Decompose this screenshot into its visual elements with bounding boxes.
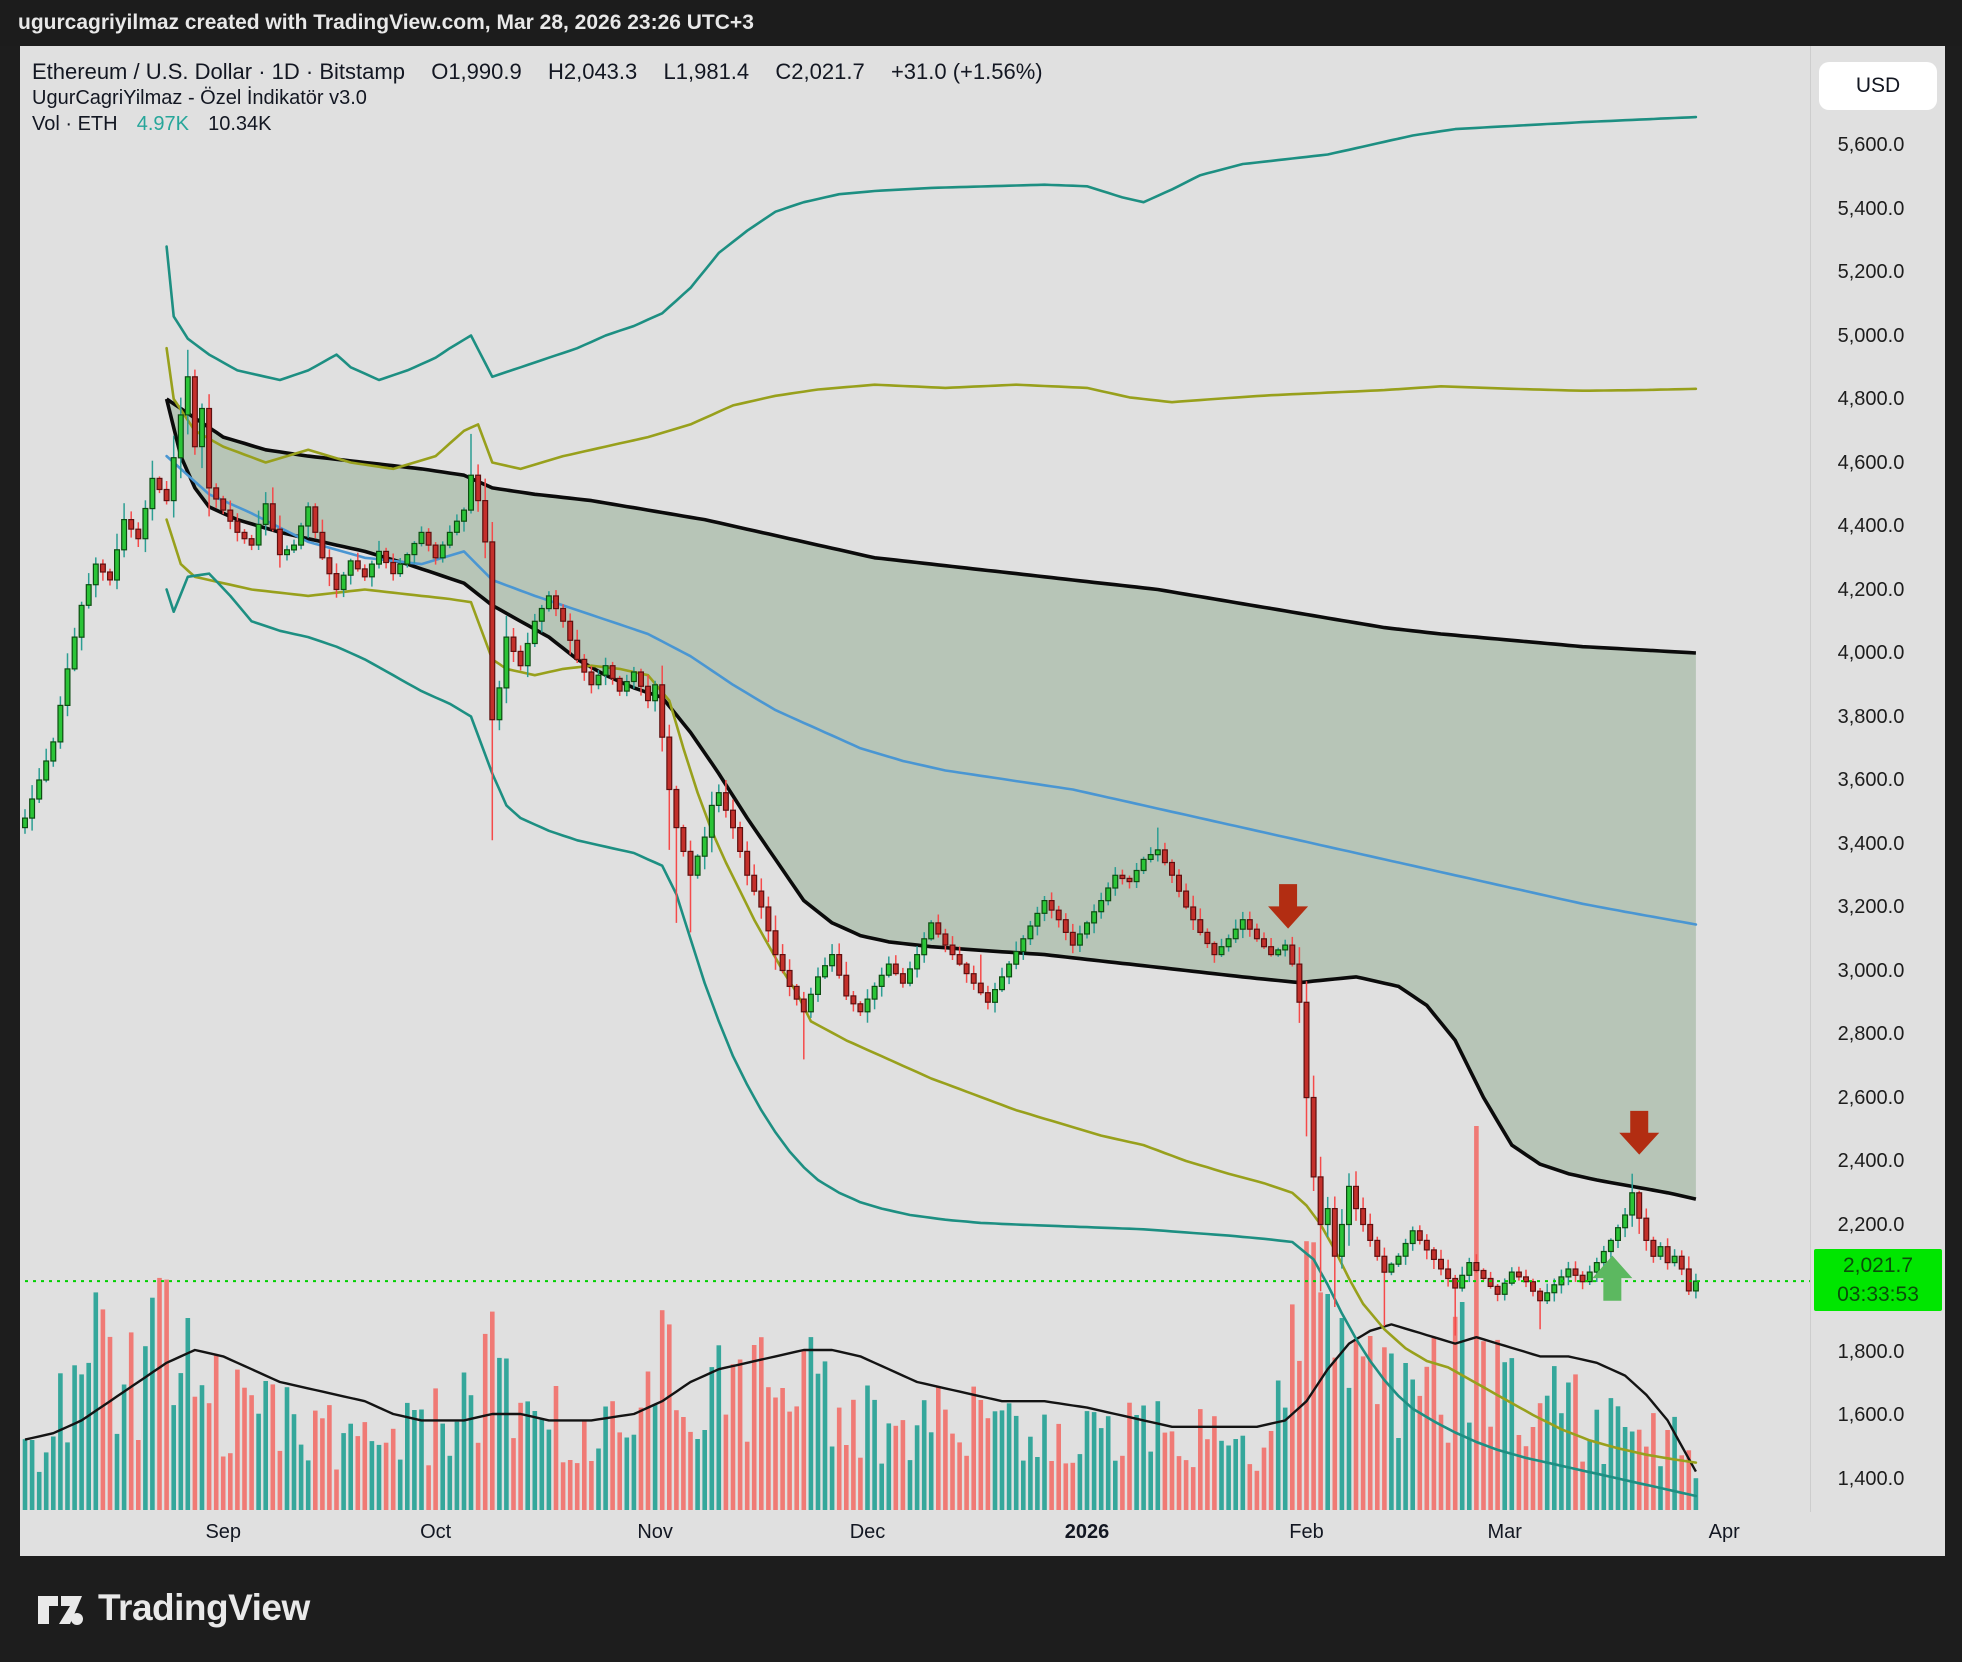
close-value: C2,021.7: [775, 59, 865, 84]
tradingview-logo-text: TradingView: [98, 1587, 310, 1628]
time-axis[interactable]: Sep Oct Nov Dec 2026 Feb Mar Apr: [20, 1512, 1810, 1556]
price-tick-label: 5,400.0: [1837, 197, 1905, 220]
price-tick-label: 3,400.0: [1837, 832, 1905, 855]
price-tick-label: 1,800.0: [1837, 1340, 1905, 1363]
time-tick-label: 2026: [1064, 1521, 1110, 1543]
price-chart-canvas[interactable]: [20, 46, 1810, 1512]
change-value: +31.0 (+1.56%): [890, 59, 1043, 84]
price-tick-label: 2,600.0: [1837, 1086, 1905, 1109]
price-tick-label: 1,400.0: [1837, 1467, 1905, 1490]
attribution-text: ugurcagriyilmaz created with TradingView…: [18, 11, 754, 34]
price-tick-label: 4,800.0: [1837, 388, 1905, 410]
symbol-title: Ethereum / U.S. Dollar: [32, 59, 253, 84]
time-tick-label: Oct: [420, 1521, 452, 1543]
chart-legend: Ethereum / U.S. Dollar · 1D · Bitstamp O…: [32, 58, 1043, 137]
interval-label: 1D: [271, 59, 300, 84]
time-tick-label: Apr: [1708, 1521, 1740, 1543]
currency-toggle-button[interactable]: USD: [1819, 62, 1937, 110]
indicator-title-row[interactable]: UgurCagriYilmaz - Özel İndikatör v3.0: [32, 87, 367, 109]
price-tick-label: 5,000.0: [1837, 324, 1905, 347]
price-tick-label: 4,400.0: [1837, 515, 1905, 537]
symbol-ohlc-row[interactable]: Ethereum / U.S. Dollar · 1D · Bitstamp O…: [32, 59, 1043, 84]
tradingview-logo[interactable]: TradingView: [34, 1582, 310, 1634]
price-tick-label: 4,000.0: [1837, 642, 1905, 664]
time-tick-label: Nov: [637, 1521, 673, 1543]
price-tick-label: 3,600.0: [1837, 769, 1905, 791]
time-tick-label: Mar: [1487, 1521, 1522, 1543]
bar-countdown: 03:33:53: [1837, 1283, 1919, 1307]
attribution-bar: ugurcagriyilmaz created with TradingView…: [0, 0, 1962, 46]
exchange-label: Bitstamp: [319, 59, 405, 84]
price-tick-label: 5,600.0: [1837, 134, 1905, 156]
volume-current-value: 4.97K: [136, 113, 189, 135]
price-tick-label: 3,800.0: [1837, 705, 1905, 728]
price-tick-label: 2,800.0: [1837, 1023, 1905, 1045]
volume-ma-value: 10.34K: [208, 113, 272, 135]
price-tick-label: 4,200.0: [1837, 578, 1905, 601]
chart-widget: Ethereum / U.S. Dollar · 1D · Bitstamp O…: [20, 46, 1945, 1556]
time-tick-label: Feb: [1289, 1521, 1324, 1543]
price-tick-label: 4,600.0: [1837, 451, 1905, 474]
price-axis[interactable]: USD 2,021.7 03:33:53 5,600.0 5,400.0 5,200…: [1810, 46, 1945, 1512]
volume-legend-row[interactable]: Vol · ETH 4.97K 10.34K: [32, 111, 1043, 137]
time-tick-label: Dec: [849, 1521, 886, 1543]
tradingview-logo-icon: [38, 1596, 83, 1625]
low-value: L1,981.4: [663, 59, 750, 84]
footer: TradingView: [0, 1556, 1962, 1662]
high-value: H2,043.3: [547, 59, 638, 84]
price-tick-label: 5,200.0: [1837, 261, 1905, 283]
price-tick-label: 2,200.0: [1837, 1213, 1905, 1236]
price-tick-label: 1,600.0: [1837, 1404, 1905, 1426]
open-value: O1,990.9: [431, 59, 522, 84]
last-price-badge[interactable]: 2,021.7 03:33:53: [1814, 1249, 1942, 1312]
price-tick-label: 3,000.0: [1837, 959, 1905, 982]
time-tick-label: Sep: [205, 1521, 242, 1543]
price-tick-label: 2,400.0: [1837, 1150, 1905, 1172]
price-tick-label: 3,200.0: [1837, 896, 1905, 918]
last-price-value: 2,021.7: [1842, 1254, 1914, 1278]
volume-label: Vol · ETH: [32, 113, 118, 135]
